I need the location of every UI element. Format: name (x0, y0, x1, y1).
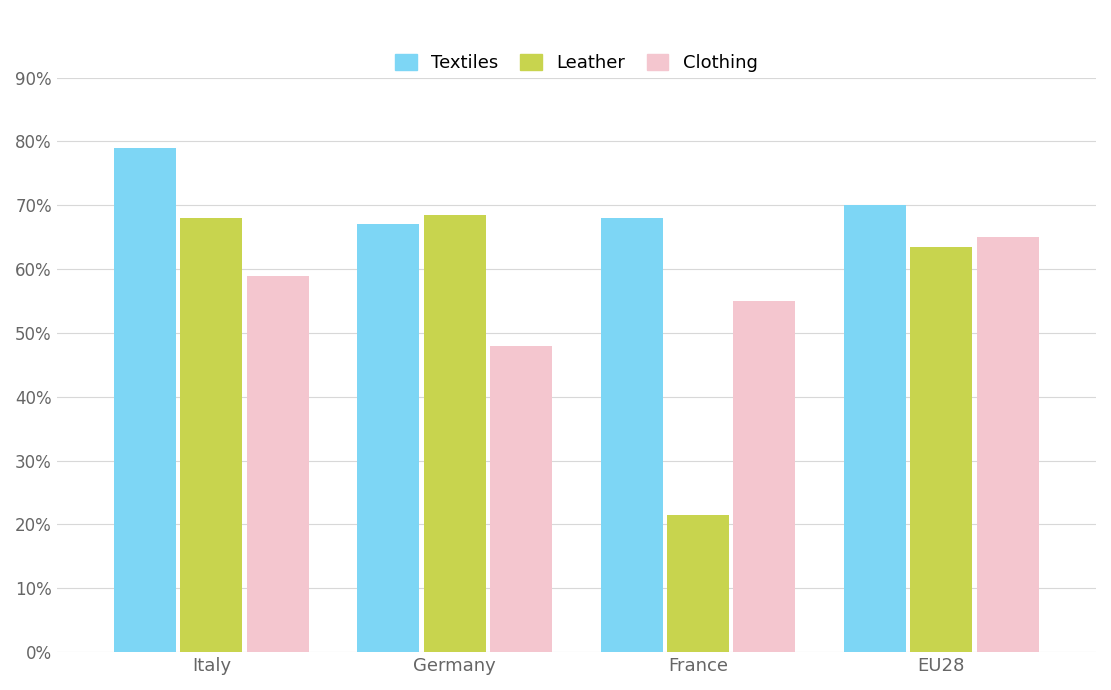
Bar (844, 206, 905, 652)
Bar (247, 275, 309, 652)
Bar (358, 224, 419, 652)
Bar (733, 301, 795, 652)
Bar (180, 218, 242, 652)
Bar (977, 237, 1039, 652)
Legend: Textiles, Leather, Clothing: Textiles, Leather, Clothing (388, 46, 764, 79)
Bar (667, 515, 729, 652)
Bar (490, 346, 552, 652)
Bar (423, 215, 486, 652)
Bar (910, 247, 972, 652)
Bar (114, 148, 176, 652)
Bar (601, 218, 662, 652)
